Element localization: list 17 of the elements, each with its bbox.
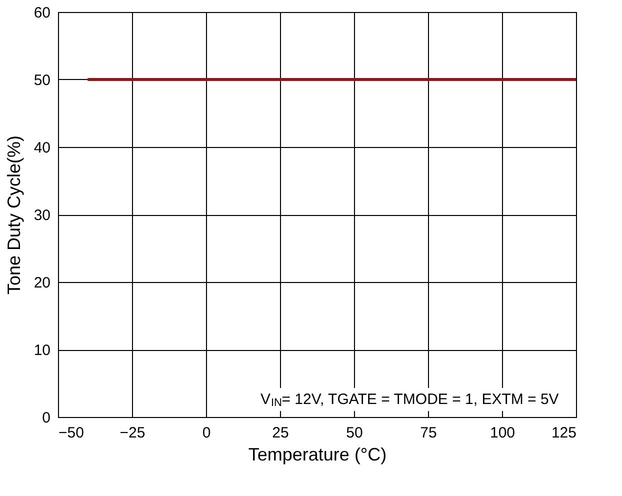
y-tick-label: 40 (34, 140, 50, 156)
x-tick-label: 0 (202, 424, 211, 442)
x-tick-label: 50 (346, 424, 363, 442)
y-axis-title: Tone Duty Cycle(%) (4, 135, 24, 295)
x-tick-label: 125 (551, 424, 576, 442)
y-tick-label: 20 (34, 274, 50, 292)
x-axis-title: Temperature (°C) (248, 444, 387, 464)
y-tick-label: 60 (34, 4, 50, 22)
x-tick-label: 75 (420, 424, 437, 442)
y-tick-label: 10 (34, 342, 50, 359)
x-tick-label: −50 (58, 424, 84, 442)
x-tick-label: 100 (490, 424, 516, 442)
y-tick-label: 0 (42, 410, 50, 426)
x-tick-label: −25 (120, 424, 146, 442)
x-tick-label: 25 (272, 424, 289, 442)
y-tick-label: 30 (34, 207, 50, 224)
y-tick-label: 50 (34, 72, 50, 89)
